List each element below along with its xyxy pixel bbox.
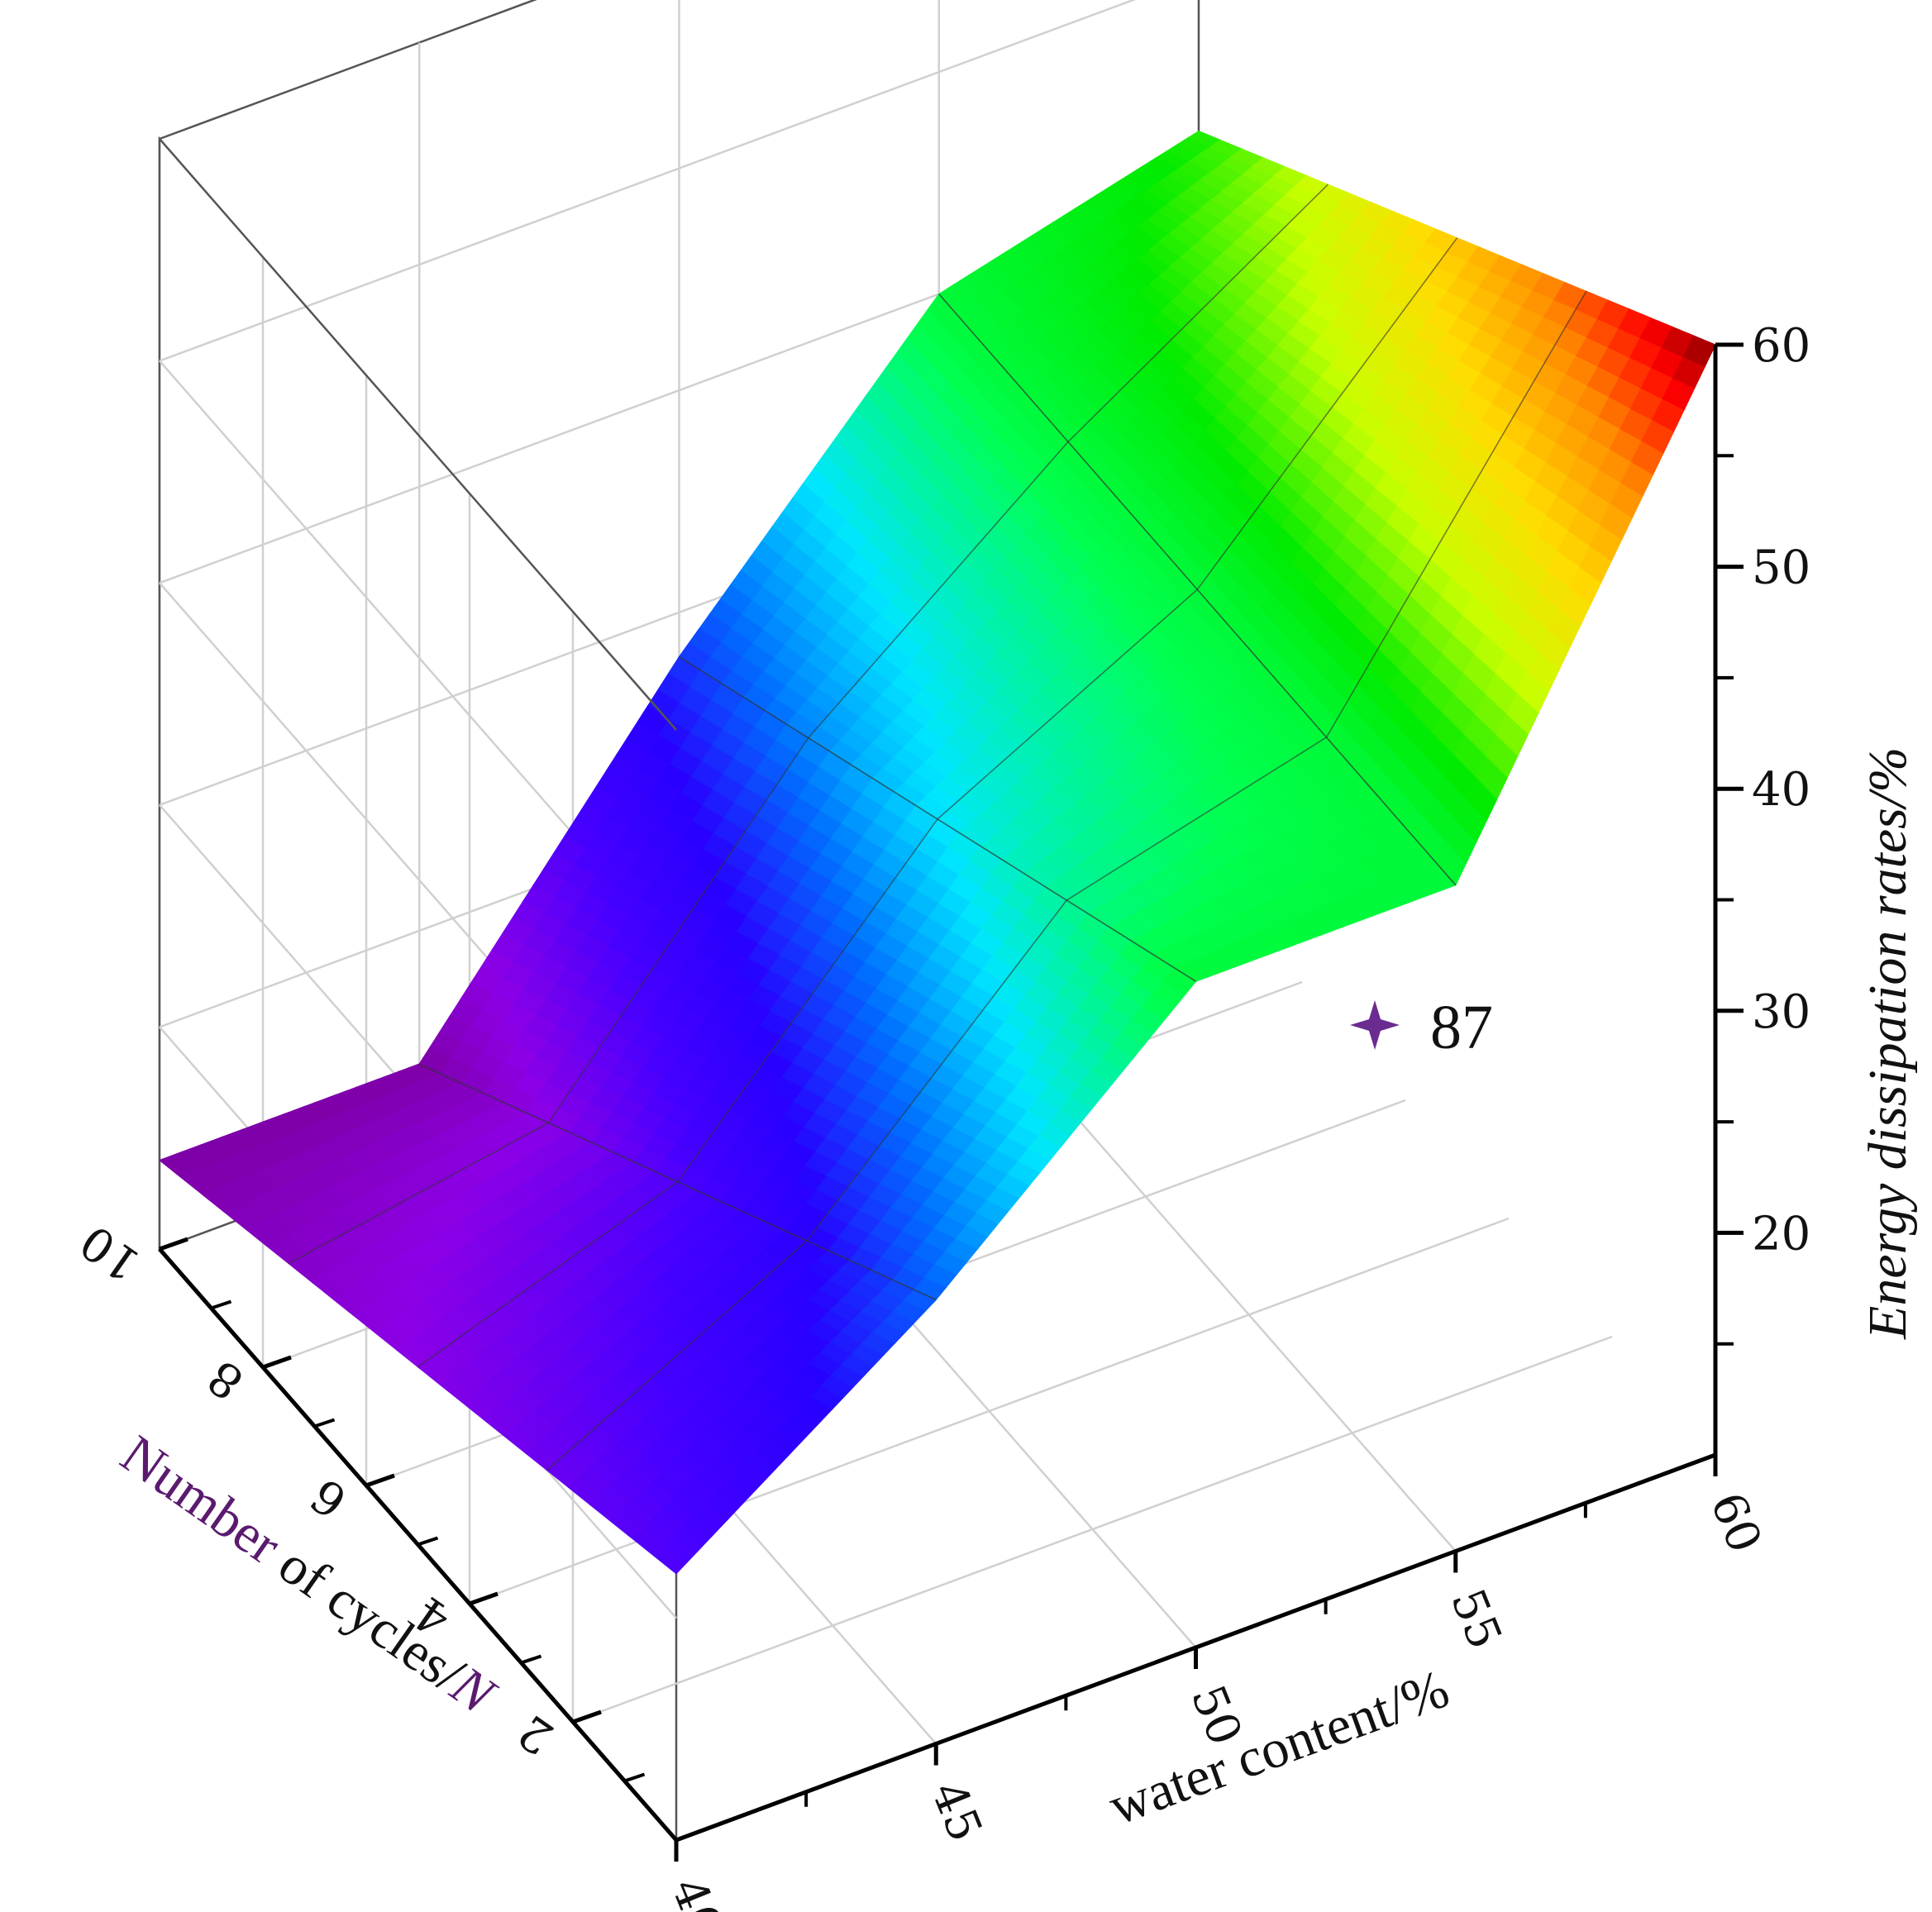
x-tick-label: 55 (1440, 1581, 1512, 1656)
annotation-label: 87 (1430, 993, 1493, 1062)
z-tick-label: 20 (1752, 1207, 1810, 1261)
y-tick (262, 1355, 292, 1370)
z-tick-label: 50 (1752, 541, 1810, 595)
y-tick (365, 1473, 395, 1488)
x-tick-label: 40 (661, 1871, 732, 1912)
y-tick (469, 1591, 499, 1606)
x-tick-label: 45 (920, 1774, 992, 1848)
y-minor-tick (417, 1536, 439, 1547)
surface-contour-line (288, 184, 1329, 1265)
z-tick-label: 60 (1752, 319, 1810, 373)
surface-layer (158, 130, 1716, 1575)
y-tick-label: 6 (302, 1467, 356, 1528)
y-minor-tick (313, 1418, 336, 1428)
z-axis-title: Energy dissipation rates/% (1858, 747, 1918, 1340)
surface-contour-line (546, 291, 1587, 1471)
y-tick-label: 2 (508, 1704, 563, 1765)
y-minor-tick (520, 1654, 542, 1665)
y-minor-tick (623, 1772, 646, 1783)
y-tick-label: 10 (71, 1214, 150, 1292)
y-tick (572, 1709, 602, 1724)
surface-contour-line (417, 237, 1458, 1368)
z-tick-label: 30 (1752, 985, 1810, 1039)
y-axis-title-part-number: Number (110, 1423, 291, 1576)
frame-edge (159, 138, 677, 731)
y-tick-label: 8 (198, 1349, 253, 1410)
star-marker (1350, 1000, 1400, 1050)
surface-patch (1682, 335, 1716, 367)
annotation-star-87: 87 (1350, 993, 1493, 1062)
x-axis-title: water content/% (1101, 1658, 1457, 1837)
y-tick (159, 1237, 188, 1252)
z-tick-label: 40 (1752, 763, 1810, 817)
x-tick-label: 60 (1700, 1485, 1772, 1560)
y-minor-tick (210, 1299, 232, 1310)
